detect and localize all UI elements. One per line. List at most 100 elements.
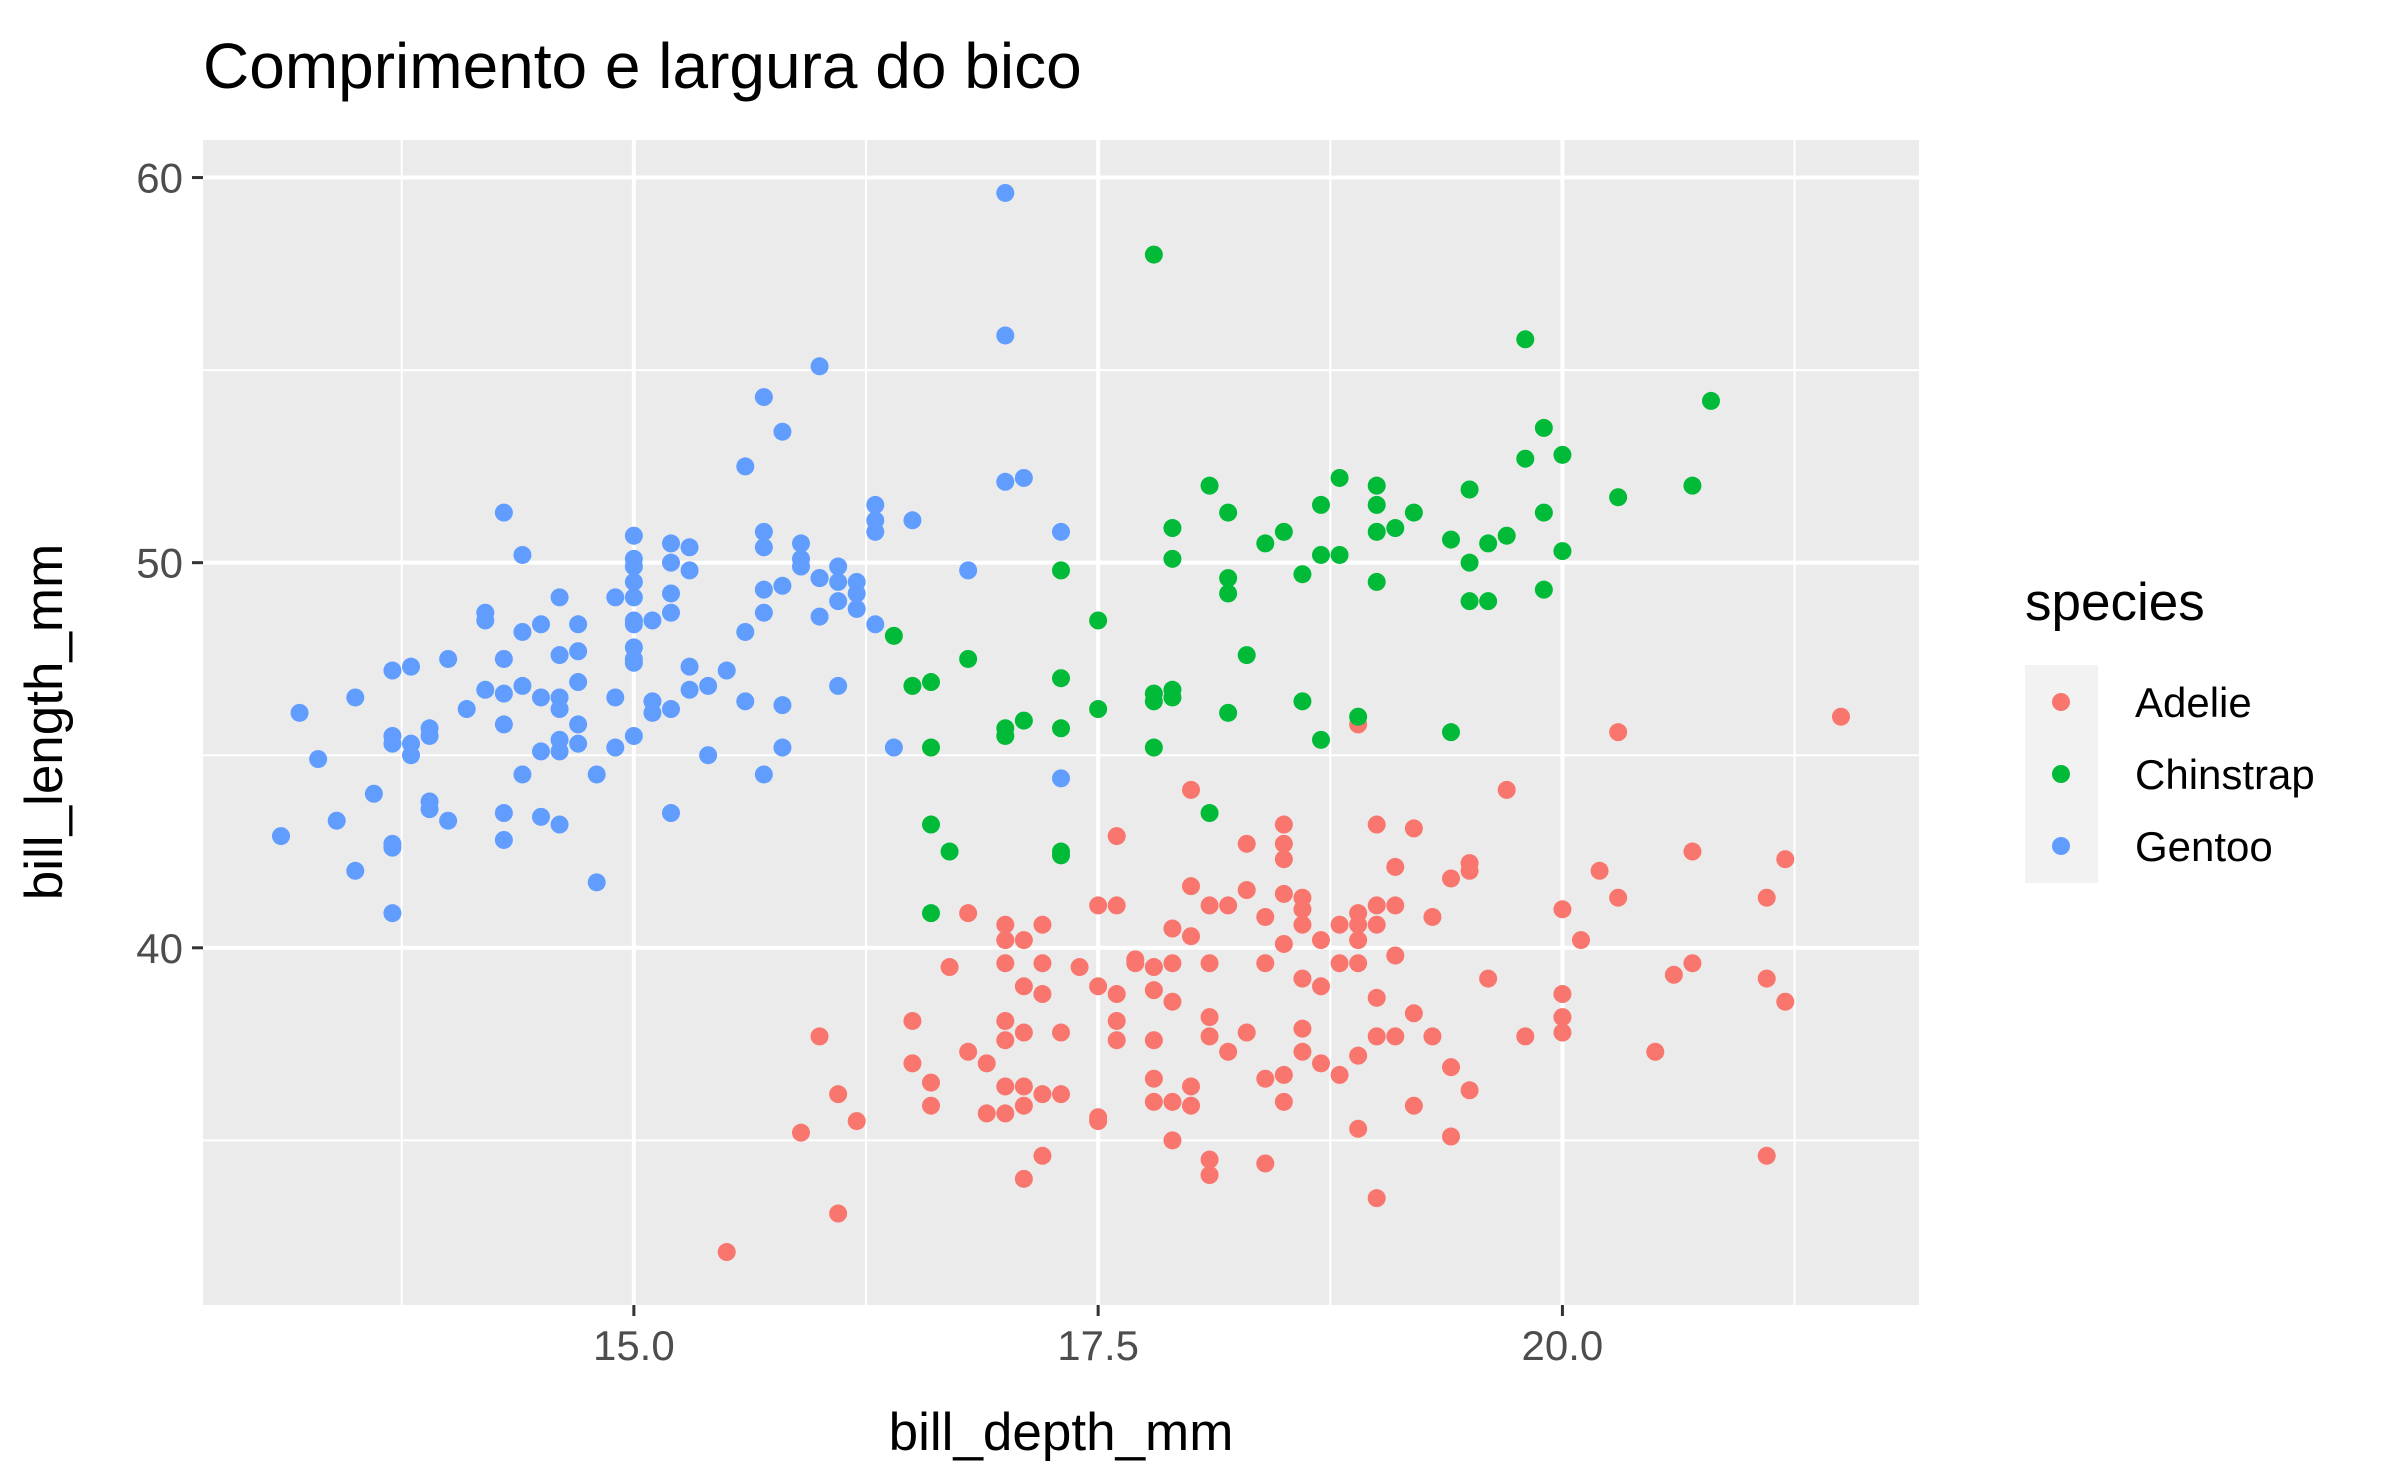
data-point xyxy=(1144,958,1163,977)
data-point xyxy=(810,607,829,626)
axis-ticks: 15.0 17.5 20.0 40 50 60 xyxy=(136,155,1603,1369)
data-point xyxy=(829,1085,848,1104)
data-point xyxy=(364,784,383,803)
data-point xyxy=(1144,738,1163,757)
data-point xyxy=(1293,888,1312,907)
data-point xyxy=(699,746,718,765)
data-point xyxy=(1757,1146,1776,1165)
data-point xyxy=(290,703,309,722)
data-point xyxy=(884,626,903,645)
data-point xyxy=(1609,723,1628,742)
data-point xyxy=(1367,815,1386,834)
data-point xyxy=(1293,1042,1312,1061)
data-point xyxy=(810,569,829,588)
data-point xyxy=(1237,1023,1256,1042)
data-point xyxy=(1107,896,1126,915)
data-point xyxy=(903,1011,922,1030)
legend: species Adelie Chinstrap Gentoo xyxy=(2025,573,2315,883)
data-point xyxy=(1070,958,1089,977)
data-point xyxy=(1479,592,1498,611)
data-point xyxy=(773,738,792,757)
data-point xyxy=(1144,684,1163,703)
data-point xyxy=(1200,1166,1219,1185)
data-point xyxy=(624,549,643,568)
data-point xyxy=(1442,530,1460,549)
data-point xyxy=(1052,561,1070,580)
data-point xyxy=(1237,881,1256,900)
data-point xyxy=(1404,1004,1423,1023)
data-point xyxy=(680,538,699,557)
data-point xyxy=(1293,692,1312,711)
data-point xyxy=(532,807,550,826)
data-point xyxy=(383,834,402,853)
data-point xyxy=(680,657,699,676)
data-point xyxy=(1330,915,1349,934)
data-point xyxy=(996,726,1015,745)
data-point xyxy=(643,692,662,711)
data-point xyxy=(754,522,773,541)
data-point xyxy=(1293,915,1312,934)
data-point xyxy=(1776,992,1795,1011)
data-point xyxy=(1516,1027,1535,1046)
data-point xyxy=(1237,834,1256,853)
data-point xyxy=(1312,977,1330,996)
data-point xyxy=(1479,969,1498,988)
data-point xyxy=(1312,931,1330,950)
data-point xyxy=(1330,468,1349,487)
data-point xyxy=(1163,519,1182,538)
data-point xyxy=(1274,1065,1293,1084)
data-point xyxy=(1367,915,1386,934)
data-point xyxy=(513,545,532,564)
data-point xyxy=(1107,1031,1126,1050)
data-point xyxy=(829,592,848,611)
data-point xyxy=(680,680,699,699)
data-point xyxy=(847,599,866,618)
data-point xyxy=(272,827,290,846)
data-point xyxy=(606,738,625,757)
data-point xyxy=(1014,711,1033,730)
data-point xyxy=(1757,969,1776,988)
data-point xyxy=(866,511,885,530)
data-point xyxy=(1386,946,1405,965)
data-point xyxy=(1219,703,1238,722)
data-point xyxy=(532,742,550,761)
data-point xyxy=(494,503,513,522)
data-point xyxy=(513,765,532,784)
data-point xyxy=(1200,1008,1219,1027)
data-point xyxy=(550,646,569,665)
data-point xyxy=(1014,977,1033,996)
data-point xyxy=(847,1112,866,1131)
data-point xyxy=(792,1123,810,1142)
data-point xyxy=(569,642,588,661)
data-point xyxy=(1033,985,1052,1004)
y-tick-label: 40 xyxy=(136,925,183,972)
data-point xyxy=(1664,965,1683,984)
data-point xyxy=(1274,850,1293,869)
y-axis-title: bill_length_mm xyxy=(15,544,74,900)
data-point xyxy=(773,422,792,441)
data-point xyxy=(513,622,532,641)
data-point xyxy=(1014,468,1033,487)
data-point xyxy=(1293,565,1312,584)
data-point xyxy=(754,603,773,622)
data-point xyxy=(624,572,643,591)
data-point xyxy=(1386,519,1405,538)
data-point xyxy=(1349,904,1368,923)
data-point xyxy=(1442,869,1460,888)
data-point xyxy=(699,676,718,695)
data-point xyxy=(550,730,569,749)
data-point xyxy=(959,1042,978,1061)
data-point xyxy=(1367,1189,1386,1208)
data-point xyxy=(754,580,773,599)
data-point xyxy=(903,511,922,530)
data-point xyxy=(1312,495,1330,514)
data-point xyxy=(1572,931,1590,950)
data-point xyxy=(1553,900,1572,919)
data-point xyxy=(922,1096,940,1115)
data-point xyxy=(680,561,699,580)
data-point xyxy=(569,715,588,734)
data-point xyxy=(959,904,978,923)
data-point xyxy=(569,615,588,634)
data-point xyxy=(1014,931,1033,950)
data-point xyxy=(1256,907,1275,926)
